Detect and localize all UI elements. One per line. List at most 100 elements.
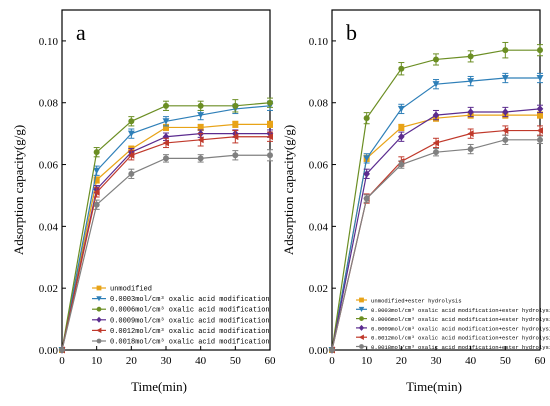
panel-a-data-point — [162, 118, 170, 125]
panel-a-data-point — [163, 102, 169, 109]
panel-a-legend-marker — [96, 285, 102, 291]
panel-b-legend-entry-4: 0.0012mol/cm³ oxalic acid modification+e… — [371, 335, 550, 342]
panel-b-data-point — [363, 195, 370, 202]
panel-b-y-tick-label: 0.00 — [309, 345, 329, 357]
panel-b-data-point — [537, 47, 543, 54]
panel-a-legend-marker — [96, 316, 102, 323]
panel-a-data-point — [128, 151, 135, 159]
panel-b-legend: unmodified+ester hydrolysis 0.0003mol/cm³… — [356, 298, 550, 351]
panel-a-data-point — [128, 118, 135, 125]
panel-a-y-tick-label: 0.04 — [39, 221, 59, 233]
panel-b-ylabel: Adsorption capacity(g/g) — [281, 125, 296, 255]
panel-a-legend-marker — [96, 327, 102, 334]
panel-a: Adsorption capacity(g/g) Time(min) a 0 10… — [11, 9, 276, 394]
panel-b-data-point — [502, 136, 509, 143]
panel-b-x-tick-label: 30 — [431, 355, 443, 367]
panel-b-data-point — [537, 136, 543, 143]
panel-b-data-point — [398, 161, 405, 168]
panel-a-legend-entry-0: unmodified — [110, 286, 152, 294]
panel-b-x-tick-label: 40 — [465, 355, 477, 367]
panel-b-y-tick-label: 0.02 — [309, 283, 328, 295]
panel-b-legend-entry-2: 0.0006mol/cm³ oxalic acid modification+e… — [371, 316, 550, 323]
panel-a-data-point — [232, 152, 239, 159]
panel-b-y-tick-label: 0.06 — [309, 160, 329, 172]
panel-a-x-tick-label: 30 — [161, 355, 173, 367]
panel-b-legend-entry-5: 0.0018mol/cm³ oxalic acid modification+e… — [371, 344, 550, 351]
panel-a-data-point — [197, 112, 205, 119]
panel-a-axes: 0 10 20 30 40 50 60 0.00 0.02 0.04 0.06 0.08 0.10 — [39, 9, 276, 367]
panel-b-data-point — [363, 170, 370, 178]
panel-a-x-tick-label: 10 — [91, 355, 103, 367]
panel-b-data-point — [467, 130, 474, 138]
panel-b-x-tick-label: 50 — [500, 355, 512, 367]
panel-a-data-point — [267, 99, 273, 106]
panel-a-y-tick-label: 0.00 — [39, 345, 59, 357]
panel-a-legend-marker — [96, 338, 102, 344]
panel-b-data-point — [536, 127, 543, 134]
panel-b-data-point — [398, 65, 405, 72]
panel-a-xlabel: Time(min) — [131, 379, 187, 394]
panel-b-data-point — [467, 146, 474, 153]
panel-a-legend-entry-2: 0.0006mol/cm³ oxalic acid modification — [110, 307, 270, 315]
panel-b-series — [328, 41, 544, 354]
panel-b-data-point — [363, 115, 370, 122]
panel-a-legend-entry-1: 0.0003mol/cm³ oxalic acid modification — [110, 296, 270, 304]
panel-a-y-tick-label: 0.08 — [39, 98, 59, 110]
panel-b-axes: 0 10 20 30 40 50 60 0.00 0.02 0.04 0.06 0.08 0.10 — [309, 9, 547, 367]
panel-a-data-point — [197, 102, 204, 109]
panel-b-legend-marker — [358, 306, 365, 312]
panel-b-xlabel: Time(min) — [406, 379, 462, 394]
panel-b-x-tick-label: 0 — [329, 355, 335, 367]
panel-b-x-tick-label: 20 — [396, 355, 408, 367]
panel-b-data-point — [363, 155, 371, 162]
panel-a-x-tick-label: 50 — [230, 355, 242, 367]
panel-b-data-point — [502, 47, 509, 54]
panel-b-data-point — [397, 105, 405, 113]
panel-b-data-point — [467, 53, 474, 60]
panel-b-data-point — [467, 78, 475, 85]
panel-a-legend-marker — [96, 296, 102, 302]
panel-b-data-point — [501, 75, 509, 82]
panel-b-data-point — [502, 127, 509, 134]
panel-b-data-point — [536, 105, 544, 113]
panel-a-data-point — [162, 139, 169, 147]
panel-a-data-point — [93, 188, 100, 196]
panel-a-data-point — [232, 102, 239, 109]
panel-b-data-point — [433, 149, 439, 156]
panel-a-ylabel: Adsorption capacity(g/g) — [11, 125, 26, 255]
panel-a-x-tick-label: 0 — [59, 355, 65, 367]
panel-a-data-point — [267, 121, 273, 128]
panel-a-data-point — [93, 167, 101, 175]
panel-a-data-point — [163, 155, 169, 162]
panel-b-legend-entry-0: unmodified+ester hydrolysis — [371, 298, 462, 305]
panel-b-data-point — [329, 347, 335, 353]
panel-a-data-point — [266, 133, 273, 141]
panel-a-data-point — [93, 149, 100, 156]
panel-b-data-point — [467, 108, 474, 116]
panel-b-y-tick-label: 0.04 — [309, 221, 329, 233]
panel-a-data-point — [59, 347, 65, 353]
panel-a-data-point — [267, 152, 273, 159]
panel-a-data-point — [197, 124, 204, 131]
panel-b-x-tick-label: 60 — [535, 355, 547, 367]
panel-a-legend: unmodified 0.0003mol/cm³ oxalic acid modi… — [92, 286, 270, 347]
panel-a-data-point — [197, 136, 204, 144]
panel-b-data-point — [432, 81, 440, 88]
panel-b-legend-marker — [359, 316, 364, 321]
panel-b-legend-marker — [358, 334, 364, 340]
panel-a-series — [58, 97, 274, 354]
panel-a-data-point — [232, 133, 239, 141]
panel-b-data-point — [432, 111, 440, 119]
panel-b-data-point — [537, 112, 543, 119]
panel-a-data-point — [232, 121, 239, 128]
panel-b-legend-entry-1: 0.0003mol/cm³ oxalic acid modification+e… — [371, 307, 550, 314]
panel-a-letter: a — [76, 20, 86, 45]
panel-a-legend-marker — [96, 306, 102, 312]
panel-b-data-point — [502, 108, 509, 116]
panel-b-legend-marker — [359, 344, 364, 349]
panel-a-x-tick-label: 20 — [126, 355, 138, 367]
panel-b-legend-marker — [358, 324, 365, 331]
panel-b-data-point — [536, 75, 544, 82]
panel-b-data-point — [398, 132, 405, 141]
